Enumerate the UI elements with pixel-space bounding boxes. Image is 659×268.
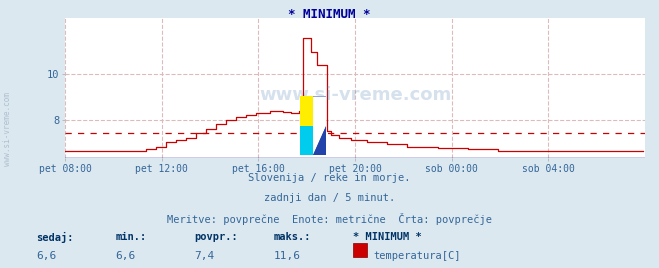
Text: min.:: min.: bbox=[115, 232, 146, 242]
Polygon shape bbox=[313, 126, 326, 155]
Bar bbox=[300, 96, 313, 126]
Text: * MINIMUM *: * MINIMUM * bbox=[288, 8, 371, 21]
Bar bbox=[300, 126, 313, 155]
Text: * MINIMUM *: * MINIMUM * bbox=[353, 232, 421, 242]
Text: 7,4: 7,4 bbox=[194, 251, 215, 260]
Text: Meritve: povprečne  Enote: metrične  Črta: povprečje: Meritve: povprečne Enote: metrične Črta:… bbox=[167, 213, 492, 225]
Text: 6,6: 6,6 bbox=[115, 251, 136, 260]
Text: Slovenija / reke in morje.: Slovenija / reke in morje. bbox=[248, 173, 411, 183]
Text: zadnji dan / 5 minut.: zadnji dan / 5 minut. bbox=[264, 193, 395, 203]
Text: www.si-vreme.com: www.si-vreme.com bbox=[3, 92, 13, 166]
Text: sedaj:: sedaj: bbox=[36, 232, 74, 243]
Text: www.si-vreme.com: www.si-vreme.com bbox=[259, 86, 451, 104]
Polygon shape bbox=[313, 96, 326, 155]
Text: 6,6: 6,6 bbox=[36, 251, 57, 260]
Text: maks.:: maks.: bbox=[273, 232, 311, 242]
Text: 11,6: 11,6 bbox=[273, 251, 301, 260]
Bar bbox=[313, 96, 326, 155]
Text: temperatura[C]: temperatura[C] bbox=[374, 251, 461, 260]
Text: povpr.:: povpr.: bbox=[194, 232, 238, 242]
